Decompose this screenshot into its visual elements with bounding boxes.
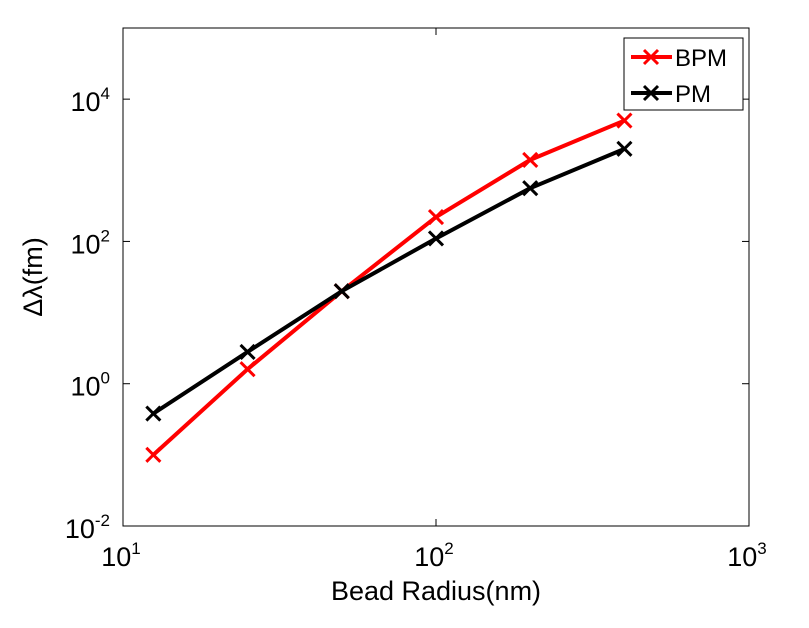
data-point-pm xyxy=(427,230,445,247)
y-tick-exponent: 4 xyxy=(101,84,110,103)
legend-marker xyxy=(642,84,660,102)
marker-stroke xyxy=(522,180,539,197)
marker-stroke xyxy=(427,230,445,247)
data-point-pm xyxy=(333,283,350,300)
y-tick-base: 10 xyxy=(70,372,100,402)
data-point-bpm xyxy=(239,361,256,378)
y-tick-base: 10 xyxy=(70,87,100,117)
marker-stroke xyxy=(427,209,445,226)
legend-item-pm: PM xyxy=(631,81,711,108)
series-pm xyxy=(145,140,633,422)
legend-label: PM xyxy=(675,81,711,108)
data-point-pm xyxy=(616,140,633,157)
x-tick-label: 103 xyxy=(727,539,767,572)
marker-stroke xyxy=(145,405,162,422)
legend: BPM PM xyxy=(623,37,744,111)
series-layer xyxy=(145,112,633,463)
data-point-bpm xyxy=(145,446,162,463)
data-point-pm xyxy=(145,405,162,422)
y-tick-label: 100 xyxy=(70,369,110,402)
y-tick-label: 102 xyxy=(70,226,110,259)
y-axis-label: Δλ(fm) xyxy=(18,237,48,317)
marker-stroke xyxy=(333,283,350,300)
data-point-bpm xyxy=(427,209,445,226)
series-line-pm xyxy=(152,147,626,416)
x-tick-base: 10 xyxy=(727,542,757,572)
x-axis-label: Bead Radius(nm) xyxy=(331,576,541,606)
legend-label: BPM xyxy=(675,45,727,72)
marker-stroke xyxy=(239,361,256,378)
x-tick-exponent: 1 xyxy=(131,539,140,558)
legend-marker xyxy=(642,48,660,66)
data-point-pm xyxy=(239,343,256,360)
x-tick-base: 10 xyxy=(101,542,131,572)
data-point-bpm xyxy=(522,151,539,168)
x-tick-exponent: 2 xyxy=(444,539,453,558)
x-tick-label: 102 xyxy=(414,539,454,572)
data-point-pm xyxy=(522,180,539,197)
x-tick-exponent: 3 xyxy=(757,539,766,558)
marker-stroke xyxy=(616,140,633,157)
x-tick-label: 101 xyxy=(101,539,141,572)
y-tick-label: 10-2 xyxy=(65,511,110,544)
legend-item-bpm: BPM xyxy=(631,45,727,72)
y-tick-base: 10 xyxy=(70,229,100,259)
marker-stroke xyxy=(145,446,162,463)
marker-stroke xyxy=(522,151,539,168)
plot-area xyxy=(122,27,750,527)
y-tick-exponent: 0 xyxy=(101,369,110,388)
marker-stroke xyxy=(616,112,633,129)
y-tick-exponent: 2 xyxy=(101,226,110,245)
y-tick-exponent: -2 xyxy=(95,511,110,530)
y-tick-base: 10 xyxy=(65,514,95,544)
data-point-bpm xyxy=(616,112,633,129)
y-tick-label: 104 xyxy=(70,84,110,117)
x-tick-base: 10 xyxy=(414,542,444,572)
series-line-bpm xyxy=(151,118,626,457)
marker-stroke xyxy=(239,343,256,360)
legend-box xyxy=(623,37,744,111)
